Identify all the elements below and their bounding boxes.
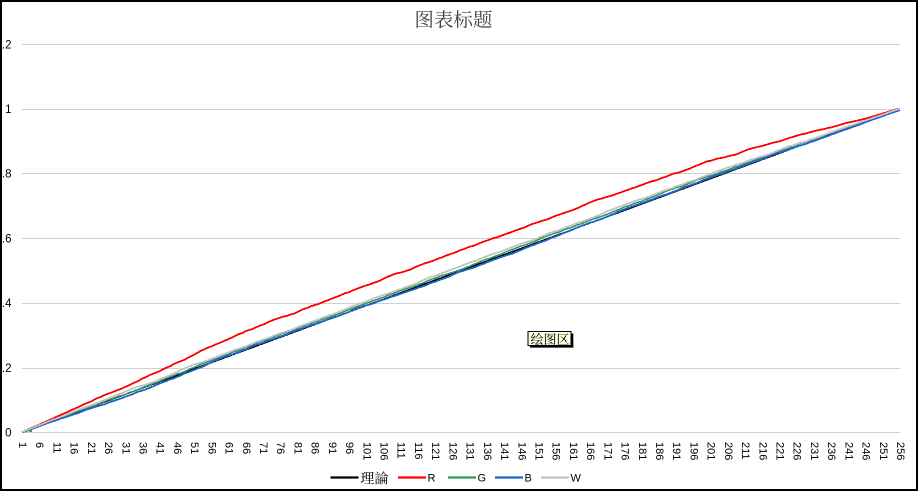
svg-text:46: 46: [171, 442, 183, 454]
svg-text:131: 131: [464, 442, 476, 460]
svg-text:31: 31: [119, 442, 131, 454]
svg-text:0.2: 0.2: [0, 363, 12, 375]
svg-text:126: 126: [446, 442, 458, 460]
svg-text:1: 1: [5, 104, 11, 116]
svg-text:191: 191: [670, 442, 682, 460]
svg-text:246: 246: [860, 442, 872, 460]
svg-text:R: R: [428, 473, 436, 485]
svg-text:1.2: 1.2: [0, 39, 12, 51]
svg-text:76: 76: [274, 442, 286, 454]
svg-text:151: 151: [533, 442, 545, 460]
svg-text:16: 16: [68, 442, 80, 454]
svg-text:0: 0: [5, 428, 11, 440]
svg-text:221: 221: [774, 442, 786, 460]
svg-text:101: 101: [360, 442, 372, 460]
svg-text:251: 251: [877, 442, 889, 460]
svg-text:56: 56: [205, 442, 217, 454]
svg-text:61: 61: [223, 442, 235, 454]
svg-text:91: 91: [326, 442, 338, 454]
svg-text:111: 111: [395, 442, 407, 459]
svg-text:71: 71: [257, 442, 269, 454]
svg-text:26: 26: [102, 442, 114, 454]
svg-text:141: 141: [498, 442, 510, 460]
svg-text:106: 106: [378, 442, 390, 460]
svg-text:196: 196: [687, 442, 699, 460]
svg-text:36: 36: [137, 442, 149, 454]
svg-text:216: 216: [756, 442, 768, 460]
svg-text:181: 181: [636, 442, 648, 460]
svg-text:0.6: 0.6: [0, 233, 12, 245]
svg-text:41: 41: [154, 442, 166, 454]
svg-text:96: 96: [343, 442, 355, 454]
svg-text:186: 186: [653, 442, 665, 460]
svg-text:236: 236: [825, 442, 837, 460]
svg-text:171: 171: [601, 442, 613, 460]
svg-text:21: 21: [85, 442, 97, 454]
svg-text:166: 166: [584, 442, 596, 460]
svg-text:146: 146: [515, 442, 527, 460]
svg-text:226: 226: [791, 442, 803, 460]
svg-text:161: 161: [567, 442, 579, 460]
svg-text:0.4: 0.4: [0, 298, 12, 310]
svg-text:116: 116: [412, 442, 424, 460]
svg-text:121: 121: [429, 442, 441, 460]
svg-text:231: 231: [808, 442, 820, 460]
svg-text:241: 241: [842, 442, 854, 460]
svg-text:11: 11: [50, 442, 62, 453]
svg-text:256: 256: [894, 442, 906, 460]
svg-text:176: 176: [619, 442, 631, 460]
svg-text:G: G: [478, 473, 487, 485]
svg-text:201: 201: [705, 442, 717, 460]
svg-text:81: 81: [292, 442, 304, 454]
svg-text:86: 86: [309, 442, 321, 454]
svg-text:B: B: [525, 473, 532, 485]
svg-text:1: 1: [16, 442, 28, 448]
svg-text:156: 156: [550, 442, 562, 460]
svg-text:W: W: [571, 473, 582, 485]
svg-text:206: 206: [722, 442, 734, 460]
svg-text:51: 51: [188, 442, 200, 454]
svg-text:0.8: 0.8: [0, 169, 12, 181]
svg-text:211: 211: [739, 442, 751, 460]
svg-text:66: 66: [240, 442, 252, 454]
svg-text:136: 136: [481, 442, 493, 460]
svg-text:6: 6: [33, 442, 45, 448]
